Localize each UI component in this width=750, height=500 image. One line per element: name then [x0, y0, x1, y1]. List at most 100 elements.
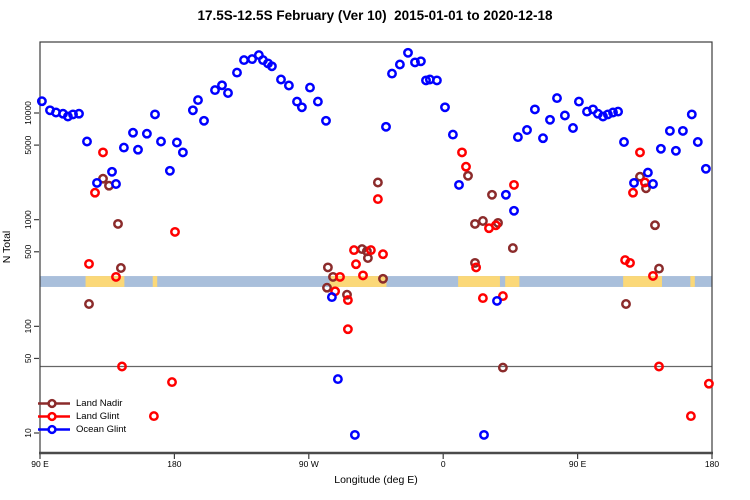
- x-tick-label: 90 W: [299, 459, 319, 469]
- point-ocean-glint: [538, 133, 548, 144]
- strip-land: [458, 276, 500, 287]
- point-ocean-glint: [440, 102, 450, 113]
- point-ocean-glint: [128, 127, 138, 138]
- point-ocean-glint: [187, 105, 198, 116]
- legend-label-ocean-glint: Ocean Glint: [76, 424, 127, 435]
- legend-marker-land-glint-icon: [38, 411, 70, 422]
- x-axis-title: Longitude (deg E): [334, 474, 418, 486]
- point-ocean-glint: [199, 115, 209, 126]
- point-ocean-glint: [193, 95, 203, 106]
- point-land-nadir: [470, 218, 480, 229]
- point-ocean-glint: [321, 115, 331, 126]
- point-land-glint: [685, 411, 696, 422]
- point-land-glint: [349, 245, 359, 256]
- point-ocean-glint: [512, 132, 523, 143]
- point-ocean-glint: [552, 93, 562, 104]
- point-ocean-glint: [326, 292, 337, 303]
- point-land-nadir: [497, 362, 508, 373]
- y-tick-label: 50: [23, 353, 33, 363]
- point-ocean-glint: [107, 166, 117, 177]
- point-land-glint: [628, 187, 638, 198]
- point-ocean-glint: [613, 106, 624, 117]
- point-ocean-glint: [568, 123, 578, 133]
- point-ocean-glint: [573, 96, 584, 107]
- point-ocean-glint: [62, 111, 73, 122]
- point-ocean-glint: [133, 144, 143, 155]
- point-ocean-glint: [276, 74, 286, 85]
- point-land-glint: [471, 262, 482, 273]
- point-land-glint: [342, 295, 353, 306]
- point-ocean-glint: [387, 68, 397, 79]
- point-land-glint: [703, 378, 714, 389]
- point-ocean-glint: [36, 96, 47, 107]
- point-land-nadir: [470, 257, 480, 268]
- point-ocean-glint: [164, 165, 175, 176]
- point-ocean-glint: [670, 145, 681, 156]
- point-ocean-glint: [74, 108, 84, 119]
- point-ocean-glint: [349, 429, 360, 440]
- legend-row-land-nadir: Land Nadir: [38, 397, 126, 410]
- point-land-glint: [477, 293, 488, 304]
- x-tick-label: 90 E: [569, 459, 587, 469]
- point-land-nadir: [115, 263, 126, 273]
- point-ocean-glint: [619, 137, 629, 147]
- point-ocean-glint: [394, 59, 405, 70]
- point-land-glint: [490, 220, 501, 231]
- strip-land: [623, 276, 662, 287]
- point-ocean-glint: [111, 179, 121, 189]
- point-land-glint: [635, 147, 645, 158]
- point-land-glint: [351, 259, 361, 270]
- point-land-glint: [90, 187, 100, 198]
- point-ocean-glint: [677, 125, 688, 136]
- point-land-glint: [365, 245, 376, 256]
- point-land-glint: [148, 411, 159, 422]
- y-axis-title: N Total: [1, 230, 13, 264]
- point-land-glint: [461, 161, 471, 172]
- point-ocean-glint: [431, 75, 442, 86]
- point-ocean-glint: [82, 136, 92, 147]
- strip-land: [85, 276, 125, 287]
- point-ocean-glint: [217, 80, 227, 91]
- point-land-glint: [111, 271, 121, 282]
- point-ocean-glint: [598, 111, 608, 122]
- point-land-nadir: [487, 189, 497, 200]
- point-land-glint: [654, 361, 664, 372]
- point-land-nadir: [463, 170, 473, 181]
- point-land-nadir: [477, 216, 488, 226]
- point-ocean-glint: [177, 147, 188, 158]
- point-land-glint: [358, 270, 368, 281]
- point-ocean-glint: [629, 177, 639, 188]
- point-ocean-glint: [223, 88, 233, 98]
- point-land-nadir: [84, 299, 94, 309]
- point-ocean-glint: [655, 143, 666, 154]
- point-land-glint: [342, 324, 353, 335]
- point-land-glint: [170, 226, 180, 237]
- point-ocean-glint: [247, 54, 258, 65]
- point-land-nadir: [113, 218, 123, 229]
- point-land-glint: [625, 257, 635, 268]
- point-ocean-glint: [500, 189, 511, 200]
- point-ocean-glint: [608, 107, 618, 118]
- point-ocean-glint: [156, 136, 166, 147]
- point-ocean-glint: [305, 82, 315, 93]
- point-ocean-glint: [283, 80, 294, 91]
- chart-title: 17.5S-12.5S February (Ver 10) 2015-01-01…: [197, 8, 553, 23]
- point-land-glint: [372, 194, 383, 205]
- legend-marker-land-nadir-icon: [38, 398, 70, 409]
- strip-land: [152, 276, 158, 287]
- point-ocean-glint: [529, 104, 540, 115]
- legend-row-ocean-glint: Ocean Glint: [38, 423, 126, 436]
- point-ocean-glint: [332, 374, 343, 385]
- point-land-glint: [98, 147, 108, 158]
- y-tick-label: 5000: [23, 135, 33, 154]
- strip-land: [505, 276, 520, 287]
- y-tick-label: 1000: [23, 210, 33, 229]
- y-tick-label: 500: [23, 244, 33, 258]
- point-ocean-glint: [68, 109, 78, 120]
- strip-land: [329, 276, 387, 287]
- point-ocean-glint: [381, 121, 391, 132]
- point-land-nadir: [654, 263, 664, 274]
- point-land-nadir: [322, 262, 333, 273]
- point-ocean-glint: [492, 295, 502, 306]
